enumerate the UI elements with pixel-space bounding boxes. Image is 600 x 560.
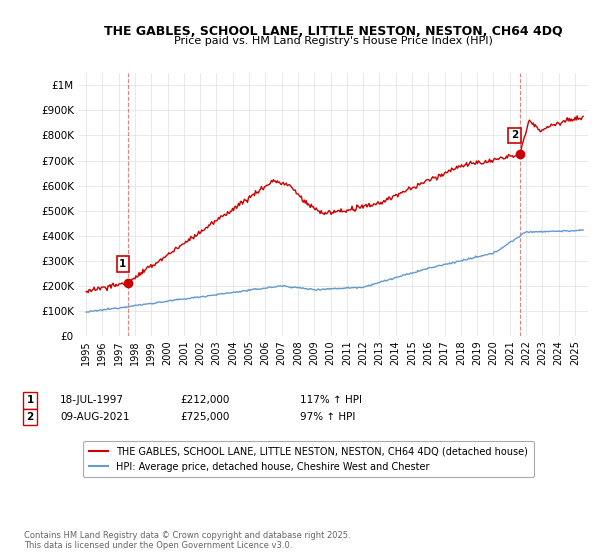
- Text: Price paid vs. HM Land Registry's House Price Index (HPI): Price paid vs. HM Land Registry's House …: [173, 36, 493, 46]
- Text: 09-AUG-2021: 09-AUG-2021: [60, 412, 130, 422]
- Text: Contains HM Land Registry data © Crown copyright and database right 2025.
This d: Contains HM Land Registry data © Crown c…: [24, 530, 350, 550]
- Text: THE GABLES, SCHOOL LANE, LITTLE NESTON, NESTON, CH64 4DQ: THE GABLES, SCHOOL LANE, LITTLE NESTON, …: [104, 25, 562, 38]
- Text: 1: 1: [119, 259, 127, 269]
- Text: £725,000: £725,000: [180, 412, 229, 422]
- Text: 2: 2: [26, 412, 34, 422]
- Text: 117% ↑ HPI: 117% ↑ HPI: [300, 395, 362, 405]
- Text: 2: 2: [511, 130, 518, 141]
- Text: 97% ↑ HPI: 97% ↑ HPI: [300, 412, 355, 422]
- Legend: THE GABLES, SCHOOL LANE, LITTLE NESTON, NESTON, CH64 4DQ (detached house), HPI: : THE GABLES, SCHOOL LANE, LITTLE NESTON, …: [83, 441, 533, 478]
- Text: £212,000: £212,000: [180, 395, 229, 405]
- Text: 18-JUL-1997: 18-JUL-1997: [60, 395, 124, 405]
- Text: 1: 1: [26, 395, 34, 405]
